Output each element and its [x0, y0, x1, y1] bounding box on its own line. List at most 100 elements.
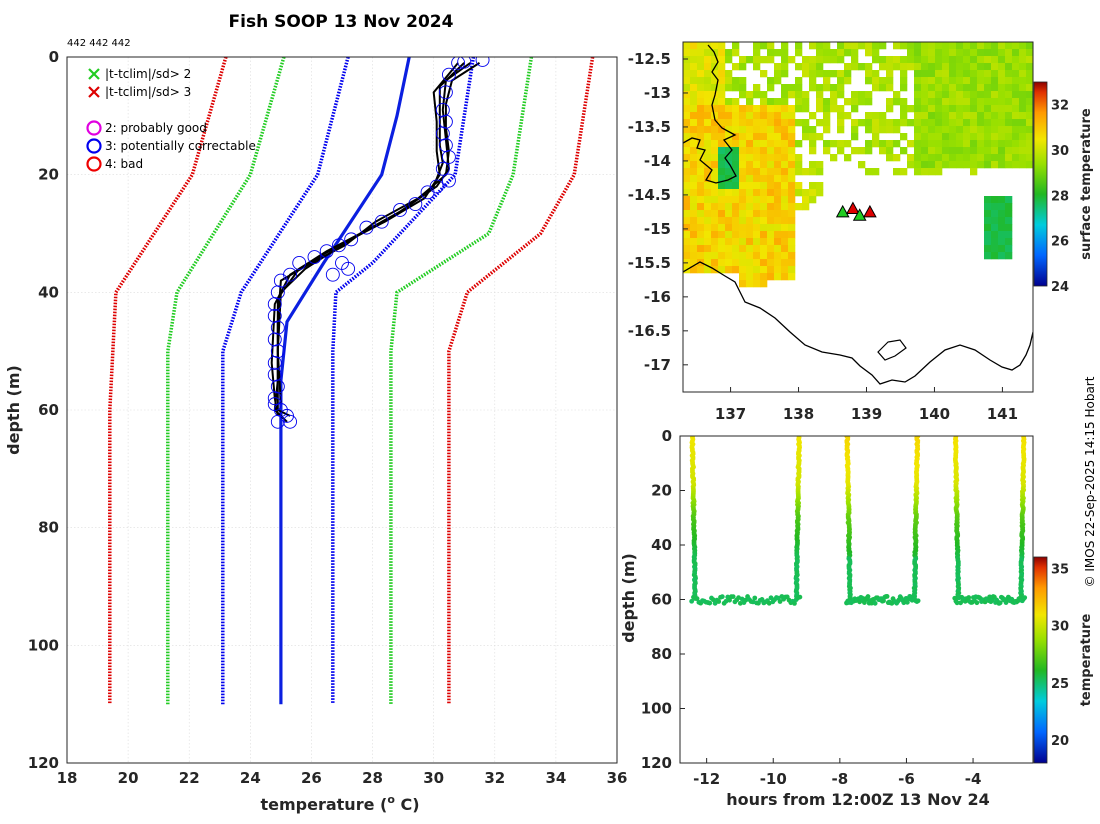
sst-cell: [704, 133, 712, 141]
sst-cell: [816, 70, 824, 78]
sst-cell: [746, 119, 754, 127]
section-point: [766, 600, 772, 606]
sst-cell: [984, 154, 992, 162]
sst-cell: [760, 98, 768, 106]
sst-cell: [697, 42, 705, 50]
sst-cell: [739, 168, 747, 176]
sst-cell: [886, 140, 894, 148]
sst-cell: [739, 196, 747, 204]
sst-cell: [1026, 91, 1033, 99]
map-x-tick-label: 138: [783, 405, 814, 423]
sst-cell: [844, 140, 852, 148]
sst-cell: [921, 112, 929, 120]
sst-cell: [949, 154, 957, 162]
sst-cell: [683, 140, 691, 148]
flag3-marker: [283, 414, 298, 429]
sst-cell: [739, 140, 747, 148]
section-panel: -12 -10 -8 -6 -4 0 20 40 60 80 100 120 hours from 1…: [619, 427, 1094, 809]
sst-cell: [858, 147, 866, 155]
sst-cell: [788, 133, 796, 141]
sst-cell: [998, 161, 1006, 169]
sst-cell: [711, 84, 719, 92]
sst-cell: [739, 112, 747, 120]
sst-cell: [886, 56, 894, 64]
sst-cell: [907, 49, 915, 57]
sst-cell: [984, 49, 992, 57]
sst-cell: [711, 133, 719, 141]
profile-line: [276, 62, 459, 405]
section-point: [736, 595, 741, 601]
sst-cell: [921, 161, 929, 169]
sst-cell: [949, 70, 957, 78]
section-point: [707, 600, 713, 606]
flag3-marker: [270, 414, 285, 429]
sst-cell: [802, 56, 810, 64]
sst-cell: [683, 161, 691, 169]
temp-colorbar-tick: 20: [1051, 734, 1069, 749]
sst-cell: [1012, 70, 1020, 78]
sst-cell: [697, 98, 705, 106]
sst-cell: [837, 77, 845, 85]
sst-cell: [732, 266, 740, 274]
sst-cell: [690, 231, 698, 239]
sst-cell: [858, 63, 866, 71]
sst-cell: [746, 245, 754, 253]
sst-cell: [788, 56, 796, 64]
sst-cell: [872, 84, 880, 92]
sst-cell: [816, 63, 824, 71]
map-y-tick-label: -15.5: [628, 254, 671, 272]
sst-cell: [949, 105, 957, 113]
sst-cell: [991, 105, 999, 113]
sst-cell: [886, 154, 894, 162]
sst-cell: [683, 182, 691, 190]
sst-cell: [963, 119, 971, 127]
sst-cell: [1005, 42, 1013, 50]
sst-cell: [739, 84, 747, 92]
sst-cell: [774, 112, 782, 120]
sst-cell: [921, 84, 929, 92]
sst-cell: [830, 91, 838, 99]
sst-cell: [690, 224, 698, 232]
sst-cell: [963, 91, 971, 99]
sst-cell: [746, 182, 754, 190]
sst-cell: [781, 224, 789, 232]
sst-cell: [956, 133, 964, 141]
sst-cell: [767, 133, 775, 141]
sst-cell: [781, 210, 789, 218]
sst-cell: [851, 98, 859, 106]
flag3-marker: [331, 238, 346, 253]
sst-cell: [935, 133, 943, 141]
sst-cell: [767, 105, 775, 113]
x-tick-label: 24: [240, 769, 261, 787]
temp-colorbar-ticks: 20 25 30 35: [1051, 562, 1069, 749]
sst-cell: [935, 84, 943, 92]
profile-legend: |t-tclim|/sd> 2 |t-tclim|/sd> 3 2: probabl…: [86, 67, 256, 172]
sst-cell: [984, 91, 992, 99]
sst-cell: [970, 98, 978, 106]
sst-cell: [704, 105, 712, 113]
y-tick-label: 60: [38, 401, 59, 419]
sst-cell: [718, 168, 726, 176]
sst-cell: [1012, 119, 1020, 127]
sst-cell: [970, 63, 978, 71]
sst-cell: [1026, 161, 1033, 169]
sst-cell: [886, 126, 894, 134]
sst-cell: [809, 77, 817, 85]
flag3-marker: [441, 67, 456, 82]
sst-cell: [746, 161, 754, 169]
sst-cell: [746, 91, 754, 99]
sst-cell: [697, 224, 705, 232]
x-tick-label: 34: [545, 769, 566, 787]
section-y-tick-label: 20: [651, 482, 672, 500]
sst-cell: [830, 140, 838, 148]
sst-cell: [690, 91, 698, 99]
sst-cell: [683, 105, 691, 113]
x-tick-label: 26: [301, 769, 322, 787]
map-y-tick-label: -16: [644, 288, 671, 306]
sst-cell: [956, 98, 964, 106]
sst-cell: [1005, 252, 1013, 260]
sst-cell: [795, 91, 803, 99]
sst-cell: [760, 245, 768, 253]
sst-cell: [704, 238, 712, 246]
sst-cell: [837, 49, 845, 57]
